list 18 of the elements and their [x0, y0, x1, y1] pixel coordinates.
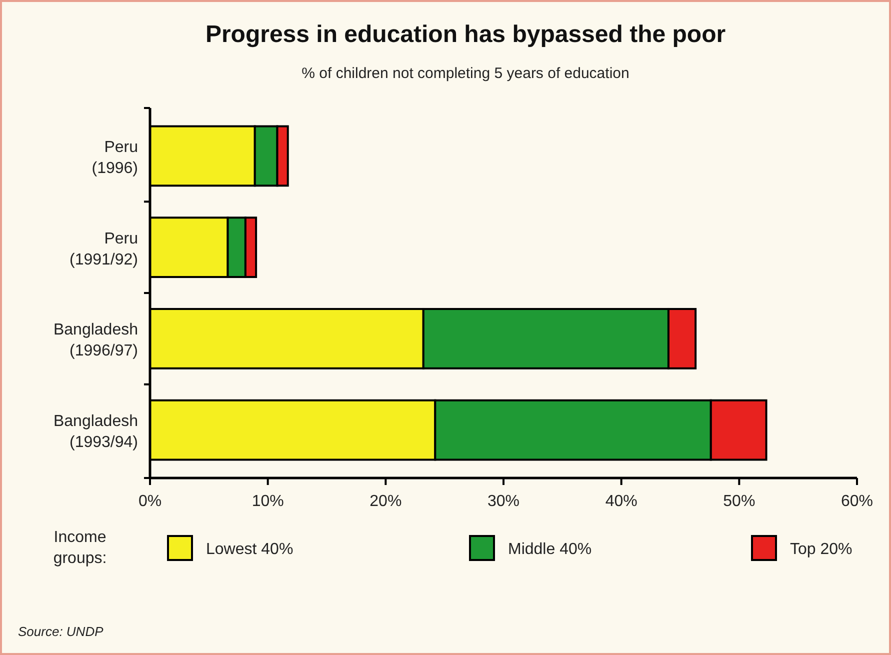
- x-tick-label: 10%: [252, 493, 284, 510]
- y-tick-label: Peru (1991/92): [70, 230, 138, 268]
- x-tick-label: 40%: [605, 493, 638, 510]
- legend-label: Top 20%: [790, 541, 852, 558]
- chart-subtitle: % of children not completing 5 years of education: [302, 65, 630, 82]
- y-tick-label: Bangladesh (1993/94): [53, 413, 138, 452]
- x-tick-label: 60%: [840, 493, 874, 510]
- x-tick-label: 0%: [138, 493, 162, 510]
- legend-title: Income groups:: [53, 529, 107, 567]
- source-note: Source: UNDP: [18, 624, 104, 639]
- x-tick-label: 50%: [723, 493, 756, 510]
- legend-label: Lowest 40%: [206, 541, 294, 558]
- x-tick-label: 30%: [487, 493, 520, 510]
- y-tick-label: Bangladesh (1996/97): [53, 322, 138, 360]
- chart-title: Progress in education has bypassed the poor: [205, 21, 726, 48]
- y-tick-label: Peru (1996): [92, 138, 138, 177]
- x-tick-label: 20%: [370, 493, 402, 510]
- legend-label: Middle 40%: [508, 541, 592, 558]
